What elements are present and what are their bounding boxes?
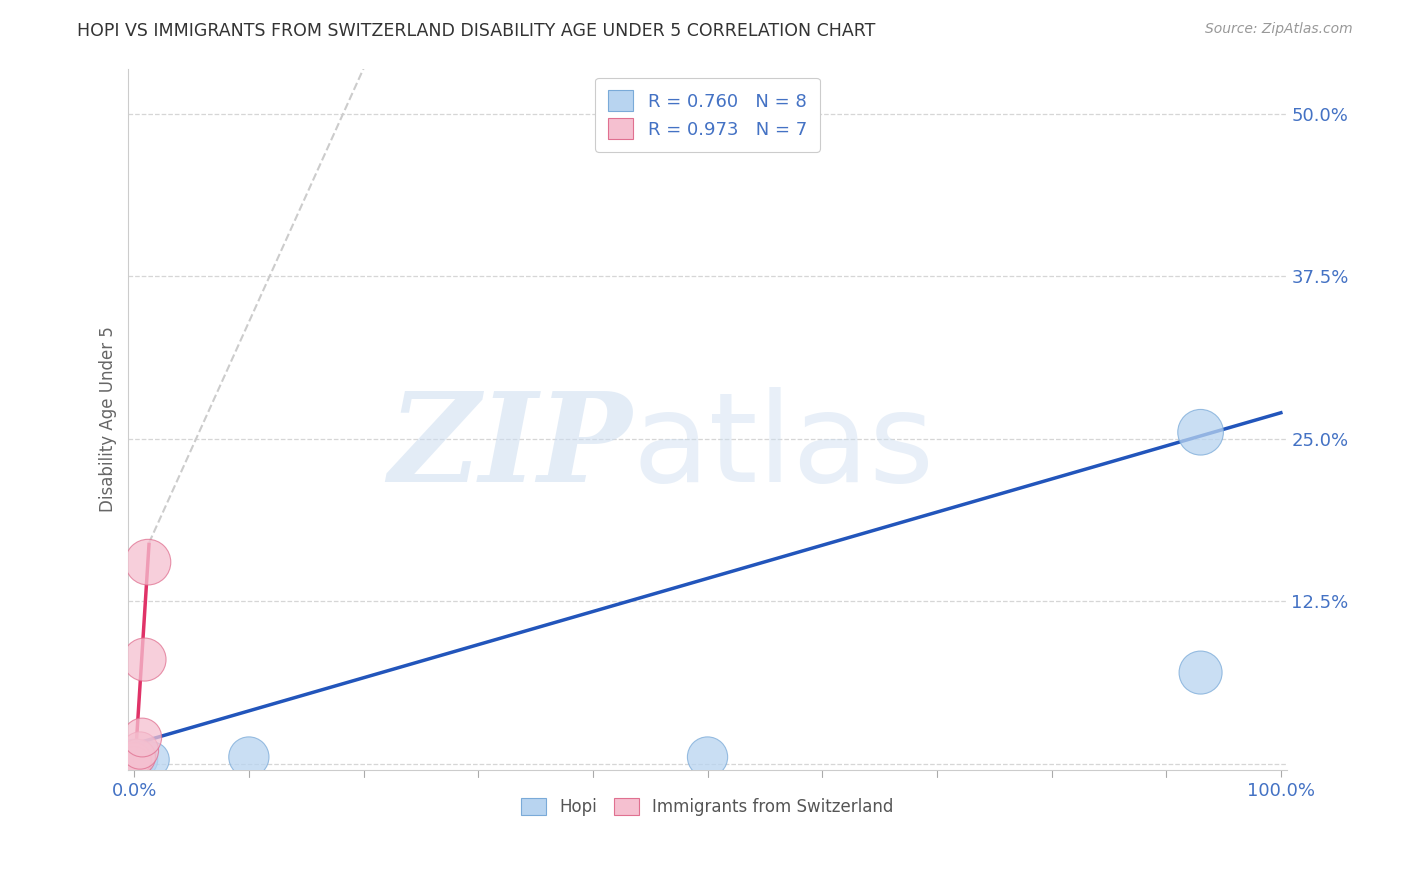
Point: [134, 652, 156, 666]
Text: ZIP: ZIP: [388, 386, 633, 508]
Text: Source: ZipAtlas.com: Source: ZipAtlas.com: [1205, 22, 1353, 37]
Point: [696, 750, 718, 764]
Y-axis label: Disability Age Under 5: Disability Age Under 5: [100, 326, 117, 512]
Point: [1189, 665, 1212, 680]
Point: [141, 753, 163, 767]
Point: [1189, 425, 1212, 440]
Point: [127, 750, 149, 764]
Text: HOPI VS IMMIGRANTS FROM SWITZERLAND DISABILITY AGE UNDER 5 CORRELATION CHART: HOPI VS IMMIGRANTS FROM SWITZERLAND DISA…: [77, 22, 876, 40]
Text: atlas: atlas: [633, 387, 935, 508]
Point: [122, 756, 145, 771]
Point: [136, 555, 159, 569]
Point: [122, 750, 145, 764]
Point: [129, 743, 152, 757]
Point: [122, 756, 145, 771]
Point: [129, 753, 152, 767]
Legend: Hopi, Immigrants from Switzerland: Hopi, Immigrants from Switzerland: [513, 790, 903, 825]
Point: [238, 750, 260, 764]
Point: [122, 753, 145, 767]
Point: [131, 731, 153, 745]
